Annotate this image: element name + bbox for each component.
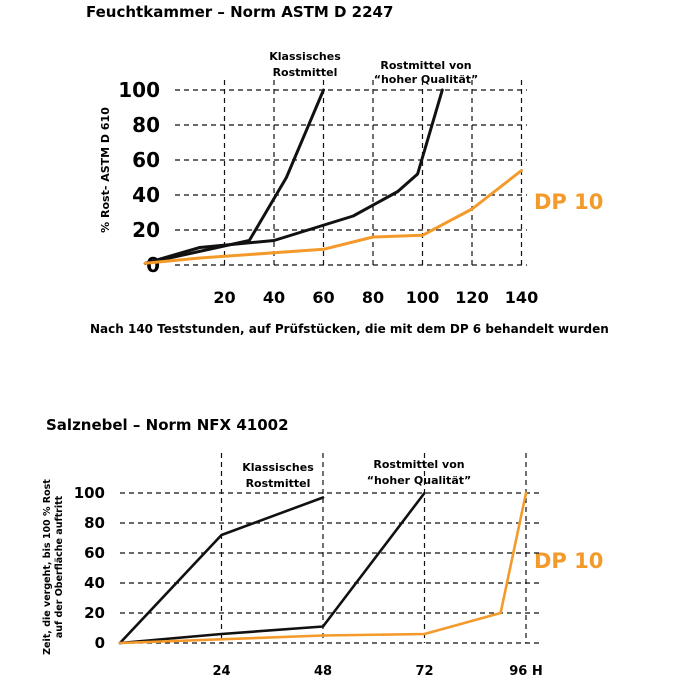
chart1-xtick-label: 20 xyxy=(213,288,235,307)
chart2-ytick-label: 40 xyxy=(84,574,105,592)
chart1-ytick-label: 60 xyxy=(132,148,160,172)
chart2-annotation-classic-line1: Klassisches xyxy=(242,461,314,474)
chart1-ylabel: % Rost- ASTM D 610 xyxy=(99,107,112,233)
chart2-annotation-quality-line2: “hoher Qualität” xyxy=(367,474,471,487)
chart2-annotation-quality-line1: Rostmittel von xyxy=(373,458,464,471)
chart1-title: Feuchtkammer – Norm ASTM D 2247 xyxy=(86,3,393,21)
chart1-xtick-label: 60 xyxy=(312,288,334,307)
chart1-ytick-label: 20 xyxy=(132,218,160,242)
chart2-ylabel-line2: auf der Oberfläche auftritt xyxy=(54,495,65,638)
chart1-series-dp10-line xyxy=(143,169,523,265)
chart2-ylabel-line1: Zeit, die vergeht, bis 100 % Rost xyxy=(42,479,53,655)
chart1-xtick-label: 40 xyxy=(263,288,285,307)
chart2-xtick-label: 72 xyxy=(415,664,433,679)
chart2-plot: 0 20 40 60 80 100 24 48 72 96 H xyxy=(74,453,543,679)
chart2-ytick-label: 100 xyxy=(74,484,105,502)
chart1-series-classic-line xyxy=(143,88,325,265)
chart1-xtick-label: 80 xyxy=(362,288,384,307)
chart2-ytick-label: 0 xyxy=(95,634,105,652)
chart2-ytick-label: 20 xyxy=(84,604,105,622)
chart2-xtick-label: 24 xyxy=(212,664,230,679)
chart2-series-label-dp10: DP 10 xyxy=(534,549,603,573)
chart1-annotation-quality-line1: Rostmittel von xyxy=(380,59,471,72)
chart1-note: Nach 140 Teststunden, auf Prüfstücken, d… xyxy=(90,322,609,336)
chart2-ytick-label: 60 xyxy=(84,544,105,562)
chart2-series-dp10-line xyxy=(118,491,528,645)
chart2-xtick-label: 96 H xyxy=(509,664,543,679)
chart2-xtick-label: 48 xyxy=(314,664,332,679)
chart2-title: Salznebel – Norm NFX 41002 xyxy=(46,416,289,434)
chart2-annotation-classic-line2: Rostmittel xyxy=(246,477,311,490)
chart1-annotation-classic-line2: Rostmittel xyxy=(273,66,338,79)
chart1-xtick-label: 100 xyxy=(406,288,439,307)
chart2-series-classic-line xyxy=(118,496,325,645)
chart1-annotation-quality-line2: “hoher Qualität” xyxy=(374,73,478,86)
chart1-ytick-label: 40 xyxy=(132,183,160,207)
chart1-ytick-label: 80 xyxy=(132,113,160,137)
chart1-plot: 0 20 40 60 80 100 20 40 60 80 100 120 140 xyxy=(118,78,538,307)
chart1-ytick-label: 100 xyxy=(118,78,160,102)
chart1-series-high-quality-line xyxy=(143,88,444,265)
chart2-ytick-label: 80 xyxy=(84,514,105,532)
chart1-xtick-label: 120 xyxy=(455,288,488,307)
chart1-annotation-classic-line1: Klassisches xyxy=(269,50,341,63)
chart1-xtick-label: 140 xyxy=(505,288,538,307)
chart2-series-high-quality-line xyxy=(118,491,426,645)
chart1-ytick-label: 0 xyxy=(146,253,160,277)
chart1-series-label-dp10: DP 10 xyxy=(534,190,603,214)
